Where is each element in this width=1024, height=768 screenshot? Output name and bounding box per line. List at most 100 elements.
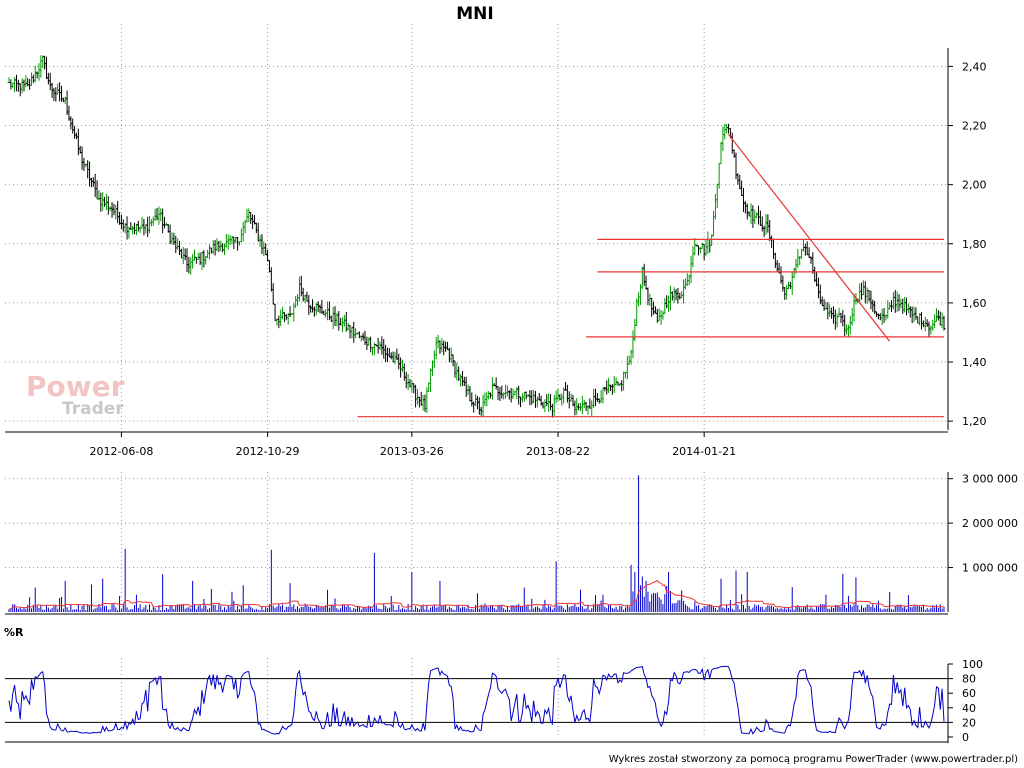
price-bar	[99, 192, 103, 212]
price-bar	[106, 196, 110, 215]
price-bar	[749, 203, 753, 225]
y-tick-label: 1,60	[962, 297, 987, 310]
price-bar	[766, 214, 770, 233]
price-bar	[119, 214, 123, 230]
price-bar	[556, 388, 560, 402]
price-bar	[839, 312, 843, 324]
price-bar	[104, 193, 108, 210]
price-bar	[387, 348, 391, 358]
price-bar	[893, 290, 897, 313]
price-bar	[590, 400, 594, 417]
price-bar	[193, 249, 197, 261]
price-bar	[895, 291, 899, 313]
price-bar	[179, 248, 183, 259]
price-bar	[445, 341, 449, 351]
price-bar	[464, 376, 468, 398]
price-bar	[384, 344, 388, 363]
price-bar	[279, 309, 283, 327]
price-bar	[670, 291, 674, 301]
price-bar	[633, 318, 637, 342]
price-bar	[940, 312, 944, 329]
price-bar	[376, 337, 380, 354]
price-bar	[569, 393, 573, 402]
price-bar	[828, 304, 832, 317]
price-bar	[326, 301, 330, 321]
price-bar	[37, 63, 41, 81]
price-bar	[133, 222, 137, 235]
price-bar	[399, 357, 403, 378]
price-bar	[691, 246, 695, 268]
price-bar	[496, 386, 500, 401]
x-tick-label: 2013-08-22	[526, 445, 590, 458]
price-bar	[584, 401, 588, 412]
price-bar	[29, 72, 33, 86]
price-bar	[148, 215, 152, 234]
price-bar	[282, 312, 286, 323]
price-bar	[771, 238, 775, 259]
price-bar	[419, 391, 423, 406]
price-bar	[820, 296, 824, 307]
price-bar	[650, 297, 654, 317]
price-bar	[391, 351, 395, 363]
price-bar	[380, 336, 384, 355]
price-bar	[560, 393, 564, 406]
price-bar	[444, 341, 448, 352]
price-bar	[125, 216, 129, 240]
volume-moving-average	[8, 579, 944, 610]
price-bar	[103, 196, 107, 207]
price-bar	[161, 208, 165, 234]
price-bar	[215, 238, 219, 252]
price-bar	[312, 306, 316, 317]
price-bar	[593, 388, 597, 407]
price-bar	[35, 71, 39, 79]
price-bar	[867, 290, 871, 302]
price-bar	[131, 225, 135, 235]
price-bar	[938, 311, 942, 326]
price-bar	[672, 287, 676, 304]
price-bar	[101, 192, 105, 211]
price-bar	[346, 322, 350, 331]
price-bar	[459, 374, 463, 387]
price-bar	[860, 282, 864, 300]
price-bar	[912, 306, 916, 323]
price-bar	[534, 390, 538, 408]
price-bar	[432, 350, 436, 369]
price-bar	[7, 77, 11, 84]
price-bar	[843, 314, 847, 337]
price-bar	[610, 384, 614, 395]
price-bar	[286, 313, 290, 325]
price-bar	[412, 383, 416, 394]
price-bar	[543, 399, 547, 413]
price-bar	[659, 310, 663, 325]
price-bar	[880, 308, 884, 326]
wr-tick-label: 60	[962, 687, 976, 700]
price-bar	[756, 205, 760, 225]
price-bar	[273, 303, 277, 321]
price-bar	[56, 83, 60, 95]
price-bar	[481, 394, 485, 417]
price-bar	[500, 385, 504, 399]
wr-tick-label: 0	[962, 731, 969, 744]
price-bar	[577, 403, 581, 411]
price-bar	[159, 208, 163, 222]
price-bar	[661, 310, 665, 320]
price-bar	[717, 163, 721, 189]
price-bar	[371, 346, 375, 356]
price-bar	[841, 310, 845, 327]
price-bar	[599, 390, 603, 404]
price-bar	[451, 354, 455, 367]
price-bar	[189, 257, 193, 275]
price-bar	[222, 243, 226, 256]
price-bar	[232, 236, 236, 249]
price-bar	[305, 291, 309, 302]
price-bar	[196, 253, 200, 261]
price-bar	[417, 396, 421, 408]
price-bar	[573, 400, 577, 416]
price-bar	[509, 387, 513, 403]
price-bar	[382, 339, 386, 359]
price-bar	[20, 78, 24, 94]
price-bar	[549, 394, 553, 411]
price-bar	[185, 248, 189, 273]
price-bar	[404, 371, 408, 389]
